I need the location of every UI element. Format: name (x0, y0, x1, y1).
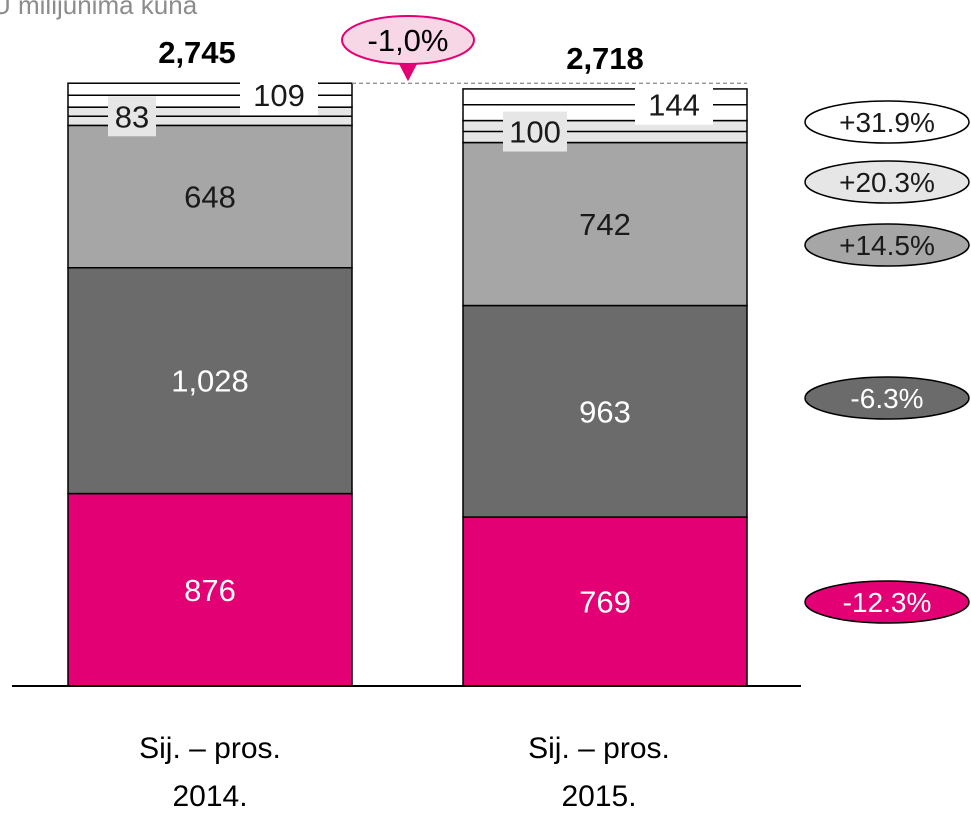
small-label-box (635, 84, 713, 125)
change-label: -1,0% (368, 23, 449, 58)
bar-segment (462, 304, 748, 518)
chart-subtitle: U milijunima kuna (0, 0, 198, 20)
segment-value-label: 83 (115, 99, 149, 134)
segment-value-label: 1,028 (171, 364, 249, 399)
segment-value-label: 769 (579, 585, 631, 620)
total-label: 2,745 (158, 35, 236, 70)
segment-value-label: 100 (509, 115, 561, 150)
bar-segment (462, 141, 748, 307)
category-label: Sij. – pros. (528, 732, 670, 765)
small-label-box (240, 75, 318, 116)
category-label: Sij. – pros. (139, 732, 281, 765)
growth-ellipse (804, 223, 970, 267)
small-label-box (503, 111, 567, 152)
segment-value-label: 963 (579, 394, 631, 429)
bar-segment (67, 492, 353, 687)
segment-value-label: 144 (648, 88, 700, 123)
segment-value-label: 876 (184, 573, 236, 608)
category-label: 2015. (561, 780, 636, 813)
segment-value-label: 109 (253, 78, 305, 113)
growth-label: +20.3% (839, 167, 935, 198)
growth-label: -6.3% (850, 383, 923, 414)
growth-label: -12.3% (843, 587, 932, 618)
growth-ellipse (804, 580, 970, 624)
growth-ellipse (804, 160, 970, 204)
small-label-box (108, 96, 156, 137)
growth-label: +14.5% (839, 230, 935, 261)
bar-segment (67, 266, 353, 495)
category-label: 2014. (172, 780, 247, 813)
total-label: 2,718 (566, 41, 644, 76)
change-bubble (341, 15, 475, 65)
segment-value-label: 742 (579, 207, 631, 242)
growth-label: +31.9% (839, 107, 935, 138)
growth-ellipse (804, 376, 970, 420)
growth-ellipse (804, 100, 970, 144)
change-pointer (398, 62, 418, 82)
segment-value-label: 648 (184, 180, 236, 215)
